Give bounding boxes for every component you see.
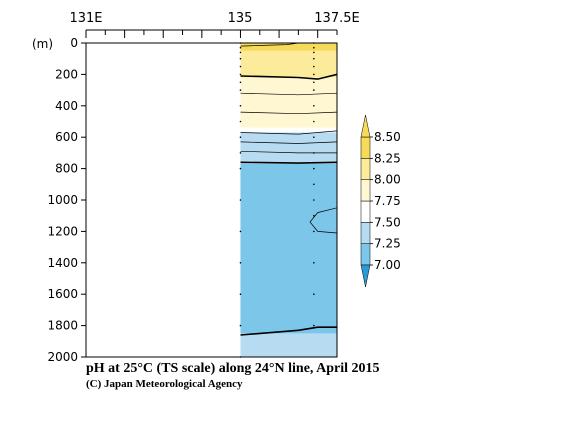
contour-line-7 [240, 161, 337, 164]
top-axis-ticks [85, 30, 338, 38]
y-tick-label-2000: 2000 [47, 350, 78, 364]
colorbar-segment-2 [360, 200, 371, 223]
colorbar-segment-4 [360, 158, 371, 180]
y-tick-label-1200: 1200 [47, 224, 78, 238]
station-1-sample-1 [313, 46, 315, 49]
y-tick-label-1400: 1400 [47, 256, 78, 270]
y-tick-label-1600: 1600 [47, 287, 78, 301]
colorbar-label-8-50: 8.50 [374, 130, 401, 144]
station-0-sample-15 [239, 262, 242, 264]
y-tick-label-600: 600 [55, 130, 78, 144]
colorbar-label-8-25: 8.25 [374, 151, 401, 165]
contour-line-2 [240, 92, 337, 96]
ph-band-6 [240, 333, 337, 357]
colorbar-label-7-00: 7.00 [374, 258, 401, 272]
colorbar-segment-3 [360, 179, 371, 202]
station-1-sample-8 [313, 105, 315, 107]
station-0-sample-2 [239, 51, 242, 54]
station-1-sample-18 [313, 293, 315, 296]
station-0-sample-7 [239, 89, 242, 91]
station-0-sample-14 [239, 230, 242, 233]
x-tick-label-135: 135 [228, 11, 253, 26]
station-0-sample-1 [239, 46, 242, 49]
colorbar-segment-1 [360, 222, 371, 244]
pH-color-bands [240, 43, 337, 357]
station-1-sample-19 [313, 324, 315, 327]
colorbar-label-7-25: 7.25 [374, 237, 401, 251]
y-tick-label-800: 800 [55, 162, 78, 176]
contour-line-4 [240, 130, 337, 135]
y-tick-label-0: 0 [70, 36, 78, 50]
station-0-sample-10 [239, 136, 242, 138]
station-0-sample-6 [239, 81, 242, 84]
station-0-sample-9 [239, 120, 242, 123]
station-1-sample-11 [313, 152, 315, 154]
station-1-sample-15 [313, 214, 315, 217]
colorbar-bottom-extend [360, 264, 371, 288]
contour-line-8 [309, 207, 337, 234]
station-1-sample-4 [313, 65, 315, 68]
y-tick-label-400: 400 [55, 99, 78, 113]
station-0-sample-3 [239, 57, 242, 60]
station-1-sample-10 [313, 136, 315, 138]
contour-line-3 [240, 111, 337, 115]
colorbar-top-extend [360, 114, 371, 138]
station-0-sample-8 [239, 105, 242, 107]
station-0-sample-17 [239, 324, 242, 327]
y-unit-label: (m) [32, 37, 53, 51]
y-axis-ticks: 0 200 400 600 800 1000 1200 1400 1600 1800 2000 [47, 36, 86, 364]
station-1-sample-9 [313, 120, 315, 123]
station-0-sample-11 [239, 152, 242, 154]
x-tick-label-131e: 131E [69, 11, 102, 26]
contour-line-1 [240, 73, 337, 80]
y-tick-label-1000: 1000 [47, 193, 78, 207]
station-1-sample-16 [313, 230, 315, 233]
station-1-sample-2 [313, 51, 315, 54]
ph-band-5 [240, 163, 337, 334]
station-1-sample-17 [313, 262, 315, 264]
contour-line-0 [240, 43, 299, 47]
station-1-sample-7 [313, 89, 315, 91]
station-1-sample-12 [313, 167, 315, 170]
credit-text: (C) Japan Meteorological Agency [86, 378, 243, 390]
colorbar-label-7-50: 7.50 [374, 215, 401, 229]
station-1-sample-3 [313, 57, 315, 60]
x-tick-label-137-5e: 137.5E [314, 11, 359, 26]
contour-line-9 [240, 326, 337, 336]
colorbar-segment-5 [360, 136, 371, 159]
station-0-sample-5 [239, 73, 242, 76]
contour-line-5 [240, 141, 337, 144]
ph-band-2 [240, 77, 337, 128]
colorbar: 7.00 7.25 7.50 7.75 8.00 8.25 8.50 [360, 114, 401, 288]
pH-contour-lines [240, 43, 337, 336]
contour-line-6 [240, 150, 337, 154]
ph-band-0 [240, 43, 337, 51]
colorbar-segment-0 [360, 243, 371, 266]
station-1-sample-14 [313, 199, 315, 201]
chart-title: pH at 25°C (TS scale) along 24°N line, A… [86, 361, 380, 376]
station-0-sample-12 [239, 167, 242, 170]
ph-band-1 [240, 50, 337, 78]
station-1-sample-5 [313, 73, 315, 76]
station-1-sample-13 [313, 183, 315, 186]
colorbar-label-8-00: 8.00 [374, 173, 401, 187]
y-tick-label-1800: 1800 [47, 319, 78, 333]
ph-band-4 [240, 132, 337, 164]
station-0-sample-4 [239, 65, 242, 68]
colorbar-label-7-75: 7.75 [374, 194, 401, 208]
station-0-sample-16 [239, 293, 242, 296]
y-tick-label-200: 200 [55, 67, 78, 81]
ph-band-3 [240, 127, 337, 133]
station-0-sample-13 [239, 199, 242, 201]
station-1-sample-6 [313, 81, 315, 84]
